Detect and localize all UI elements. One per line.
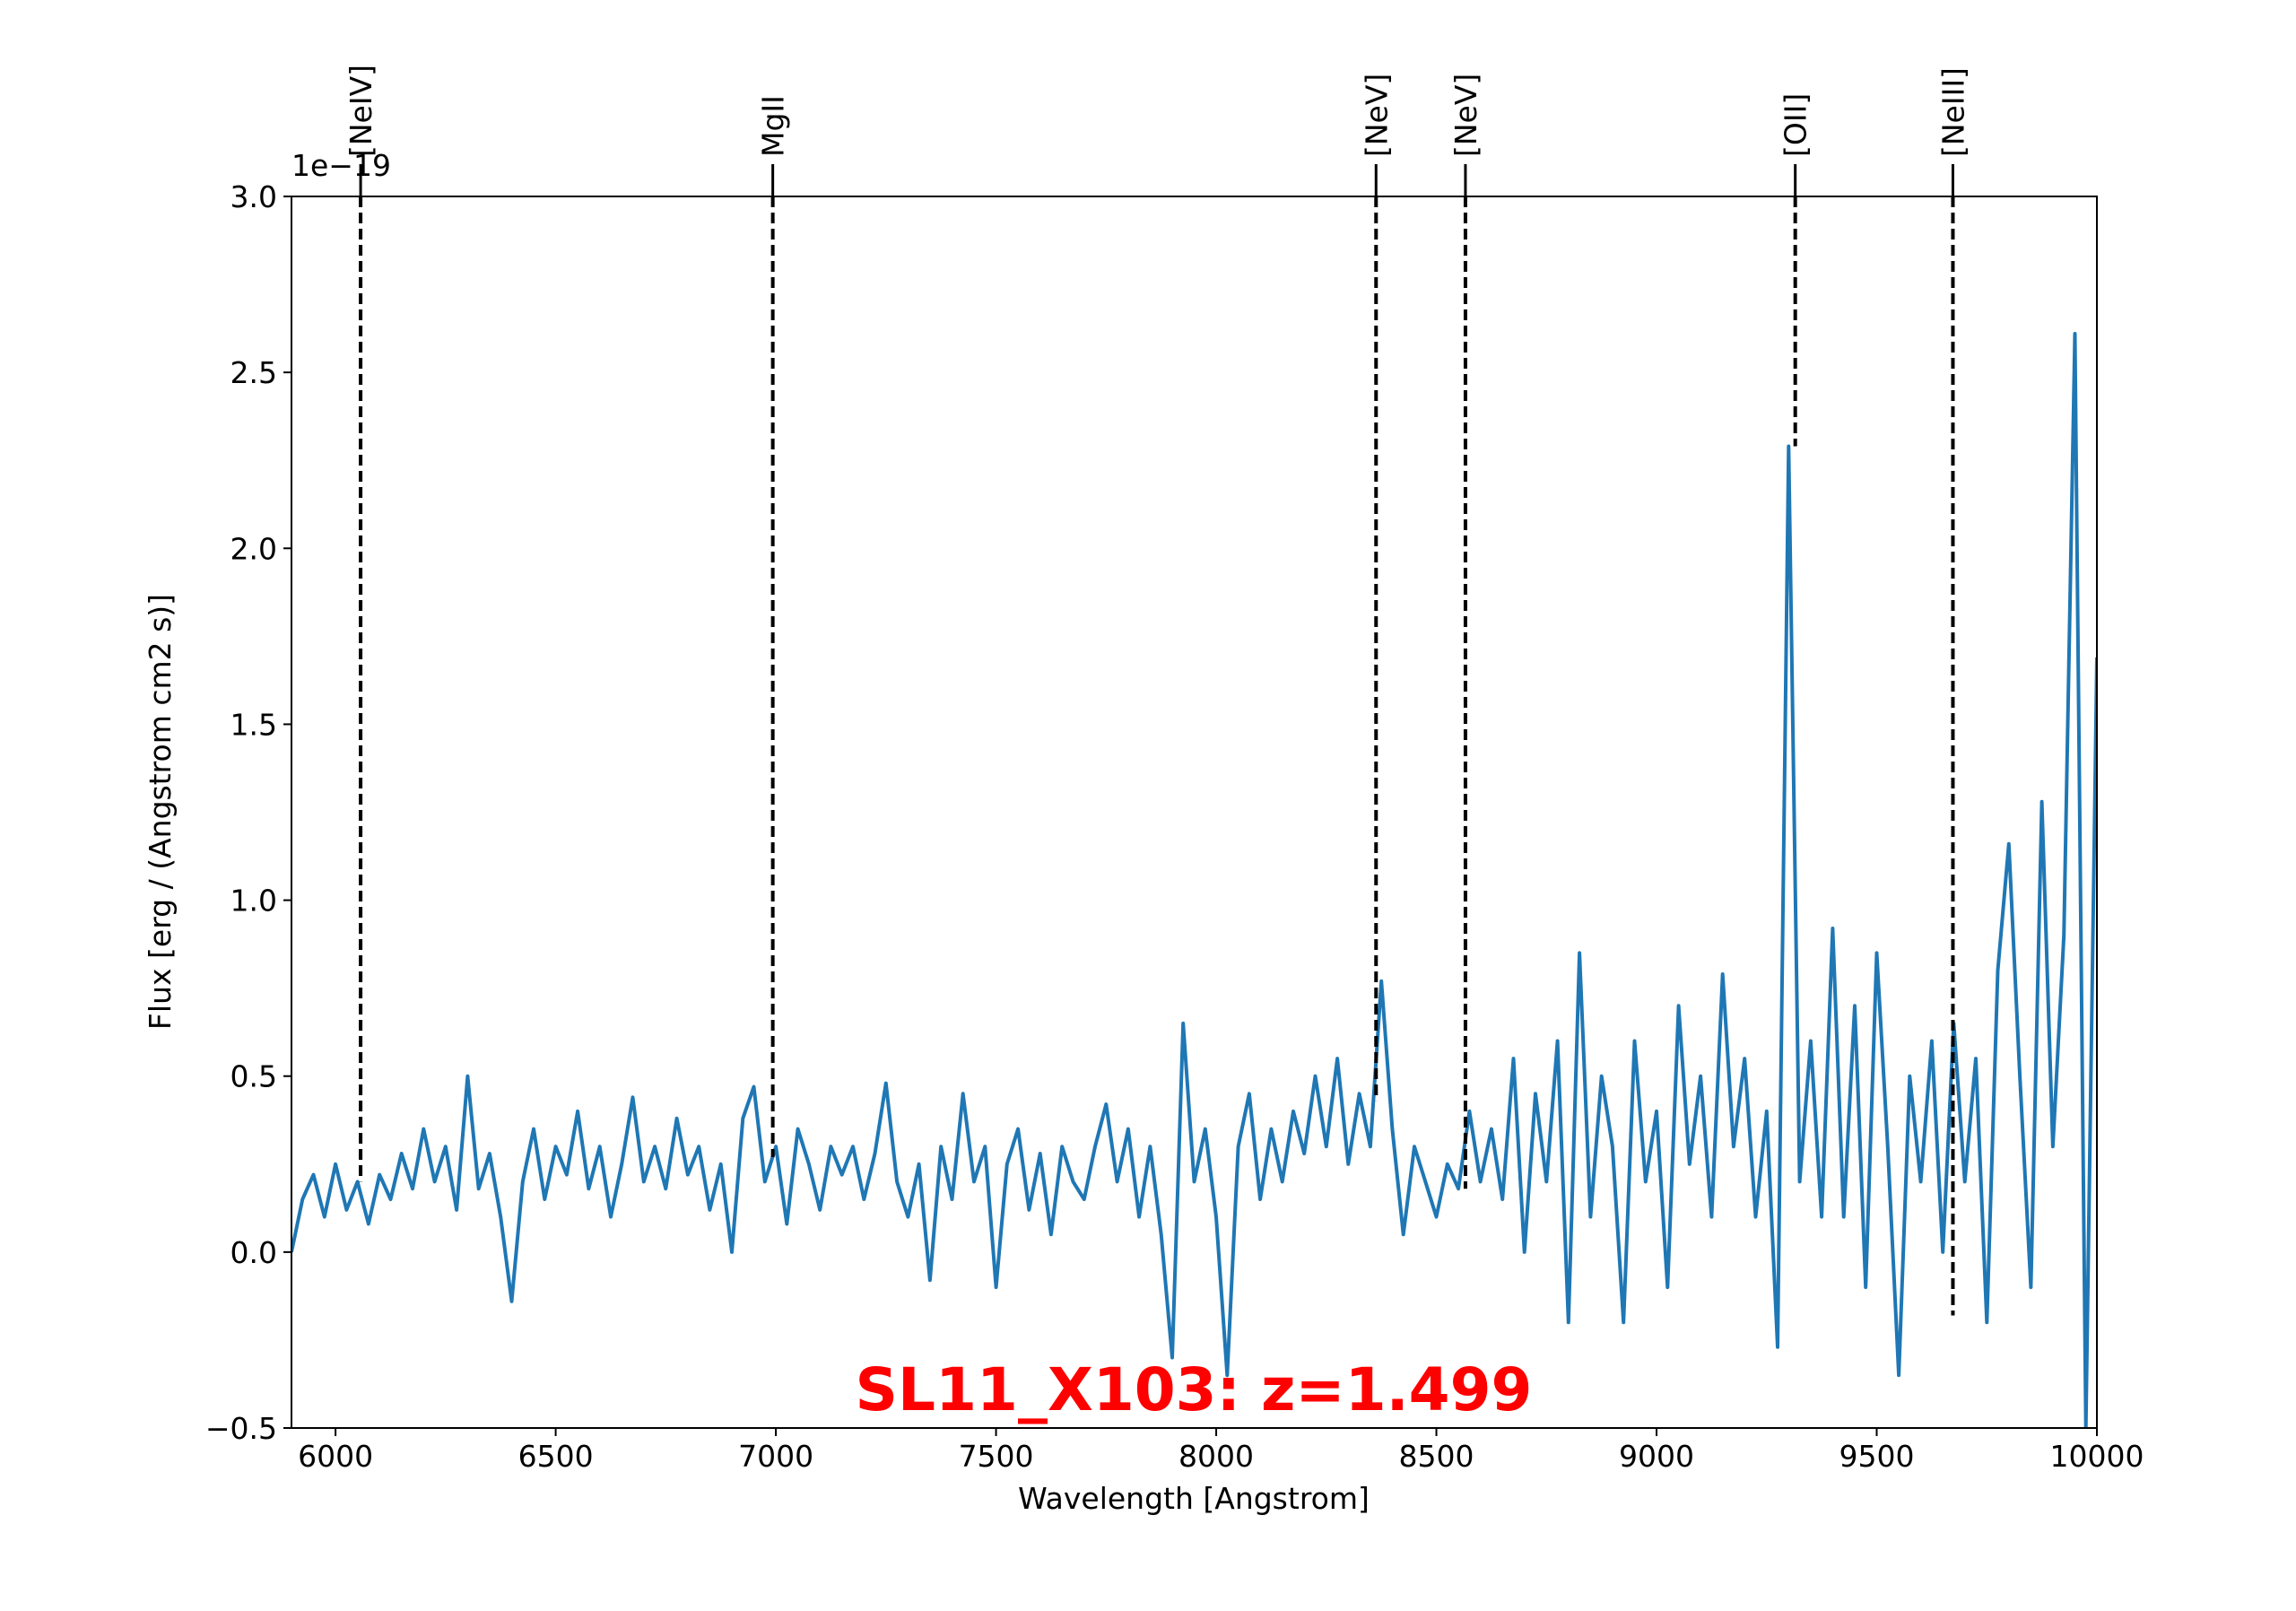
- x-tick-label: 8000: [1178, 1439, 1254, 1474]
- x-tick-label: 8500: [1399, 1439, 1474, 1474]
- marker-label: [NeV]: [1359, 74, 1394, 157]
- y-tick-label: −0.5: [205, 1411, 277, 1446]
- x-tick-label: 10000: [2050, 1439, 2144, 1474]
- marker-label: [NeV]: [1448, 74, 1483, 157]
- y-tick-label: 0.5: [230, 1059, 277, 1094]
- y-tick-label: 2.5: [230, 355, 277, 390]
- y-axis-label: Flux [erg / (Angstrom cm2 s)]: [143, 594, 178, 1030]
- spectrum-line: [291, 332, 2097, 1428]
- y-tick-label: 1.0: [230, 884, 277, 919]
- y-tick-label: 3.0: [230, 179, 277, 214]
- y-tick-label: 0.0: [230, 1235, 277, 1270]
- x-tick-label: 9500: [1839, 1439, 1915, 1474]
- x-tick-label: 7000: [738, 1439, 813, 1474]
- chart-title: SL11_X103: z=1.499: [856, 1355, 1533, 1424]
- x-tick-label: 6000: [298, 1439, 373, 1474]
- marker-label: [NeIV]: [344, 65, 378, 157]
- y-offset-text: 1e−19: [291, 148, 391, 183]
- x-tick-label: 6500: [518, 1439, 594, 1474]
- x-tick-label: 9000: [1619, 1439, 1694, 1474]
- y-tick-label: 2.0: [230, 531, 277, 566]
- x-axis-label: Wavelength [Angstrom]: [1018, 1481, 1370, 1516]
- plot-frame: [291, 196, 2098, 1429]
- marker-label: MgII: [756, 95, 791, 157]
- marker-label: [NeIII]: [1935, 67, 1970, 157]
- x-tick-label: 7500: [959, 1439, 1034, 1474]
- y-tick-label: 1.5: [230, 707, 277, 742]
- marker-label: [OII]: [1779, 93, 1813, 157]
